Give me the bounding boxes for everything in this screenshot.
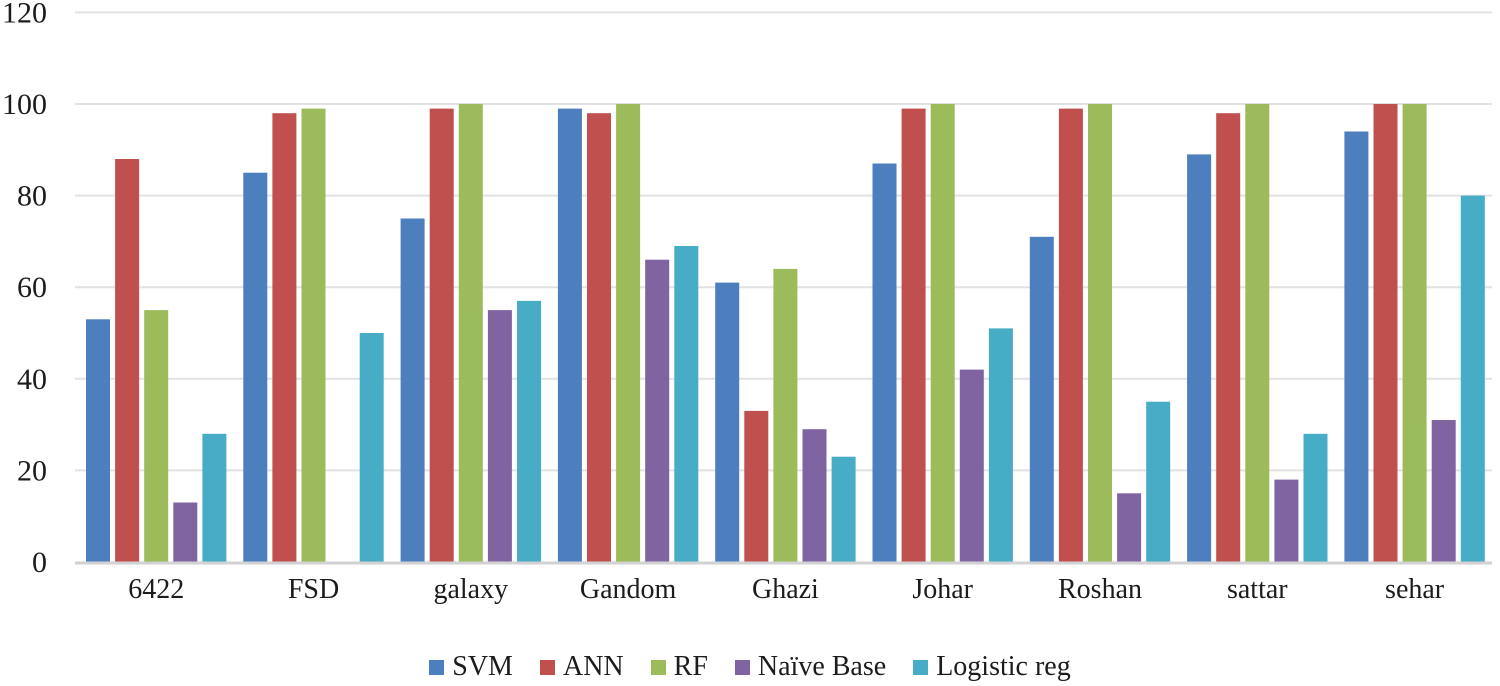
bar-svm-Johar xyxy=(872,163,897,563)
bar-naïve-base-Roshan xyxy=(1117,493,1142,563)
y-tick-label: 100 xyxy=(2,88,47,121)
x-category-label: Ghazi xyxy=(752,574,819,605)
legend-item-ann: ANN xyxy=(539,651,624,682)
x-category-label: Roshan xyxy=(1058,574,1142,605)
bar-naïve-base-Ghazi xyxy=(802,429,827,563)
bar-ann-6422 xyxy=(115,159,140,563)
legend-swatch-icon xyxy=(913,659,929,675)
bar-ann-Gandom xyxy=(587,113,611,563)
bar-ann-sehar xyxy=(1373,104,1398,563)
bar-naïve-base-sattar xyxy=(1274,479,1299,563)
legend-label: RF xyxy=(673,651,708,682)
bar-svm-Gandom xyxy=(557,108,582,563)
bar-naïve-base-6422 xyxy=(173,502,198,563)
bar-logistic-reg-Ghazi xyxy=(831,456,856,563)
bar-ann-Roshan xyxy=(1058,108,1083,563)
x-category-label: 6422 xyxy=(128,574,184,605)
x-category-label: Gandom xyxy=(580,574,677,605)
bar-svm-Roshan xyxy=(1029,236,1054,563)
y-tick-label: 120 xyxy=(2,0,47,29)
y-tick-label: 80 xyxy=(17,180,47,213)
bar-svm-sattar xyxy=(1187,154,1212,563)
bar-logistic-reg-galaxy xyxy=(517,300,541,563)
legend-item-rf: RF xyxy=(650,651,708,682)
y-tick-label: 60 xyxy=(17,271,47,304)
legend-swatch-icon xyxy=(650,659,666,675)
y-tick-label: 40 xyxy=(17,363,47,396)
bar-rf-FSD xyxy=(301,108,326,563)
bar-naïve-base-Johar xyxy=(959,369,984,563)
bar-svm-sehar xyxy=(1344,131,1369,563)
chart-legend: SVM ANN RF Naïve Base Logistic reg xyxy=(0,648,1500,686)
y-tick-label: 20 xyxy=(17,454,47,487)
legend-item-naïve-base: Naïve Base xyxy=(734,651,887,682)
bar-ann-FSD xyxy=(272,113,297,563)
bar-logistic-reg-Gandom xyxy=(674,246,699,563)
bar-ann-Johar xyxy=(901,108,926,563)
legend-label: Logistic reg xyxy=(936,651,1071,682)
legend-swatch-icon xyxy=(539,659,555,675)
bar-naïve-base-galaxy xyxy=(487,310,512,563)
bar-ann-sattar xyxy=(1216,113,1241,563)
x-category-label: Johar xyxy=(912,574,973,605)
y-tick-label: 0 xyxy=(32,546,47,579)
bar-svm-FSD xyxy=(243,172,268,563)
legend-label: SVM xyxy=(452,651,513,682)
bar-ann-galaxy xyxy=(429,108,454,563)
bar-rf-6422 xyxy=(144,310,169,563)
legend-swatch-icon xyxy=(734,659,750,675)
legend-swatch-icon xyxy=(429,659,445,675)
bar-logistic-reg-Roshan xyxy=(1146,401,1171,563)
bar-rf-sattar xyxy=(1245,104,1270,563)
x-category-label: sattar xyxy=(1227,574,1288,605)
bar-logistic-reg-sattar xyxy=(1303,433,1328,563)
x-category-label: sehar xyxy=(1385,574,1445,605)
bar-naïve-base-Gandom xyxy=(645,259,670,563)
legend-item-svm: SVM xyxy=(429,653,513,681)
legend-label: ANN xyxy=(562,651,624,682)
bar-logistic-reg-FSD xyxy=(359,333,384,563)
bar-rf-galaxy xyxy=(458,104,483,563)
bar-naïve-base-sehar xyxy=(1431,420,1456,563)
chart-plot-area: 0 20 40 60 80 100 120 6422 FSD galaxy Gandom Ghazi J… xyxy=(2,0,1492,605)
bar-svm-Ghazi xyxy=(715,282,740,563)
bar-rf-Gandom xyxy=(616,104,641,563)
bar-logistic-reg-6422 xyxy=(202,433,227,563)
bar-svm-galaxy xyxy=(400,218,425,563)
bar-logistic-reg-Johar xyxy=(988,328,1013,563)
bar-rf-Roshan xyxy=(1088,104,1112,563)
bar-logistic-reg-sehar xyxy=(1460,195,1485,563)
legend-label: Naïve Base xyxy=(757,651,887,682)
bar-svm-6422 xyxy=(86,319,110,563)
bar-ann-Ghazi xyxy=(744,410,769,563)
x-category-label: galaxy xyxy=(433,574,508,605)
x-category-label: FSD xyxy=(288,574,339,605)
legend-item-logistic-reg: Logistic reg xyxy=(913,653,1071,681)
bar-rf-Johar xyxy=(930,104,955,563)
bar-rf-sehar xyxy=(1402,104,1427,563)
bar-rf-Ghazi xyxy=(773,268,798,563)
